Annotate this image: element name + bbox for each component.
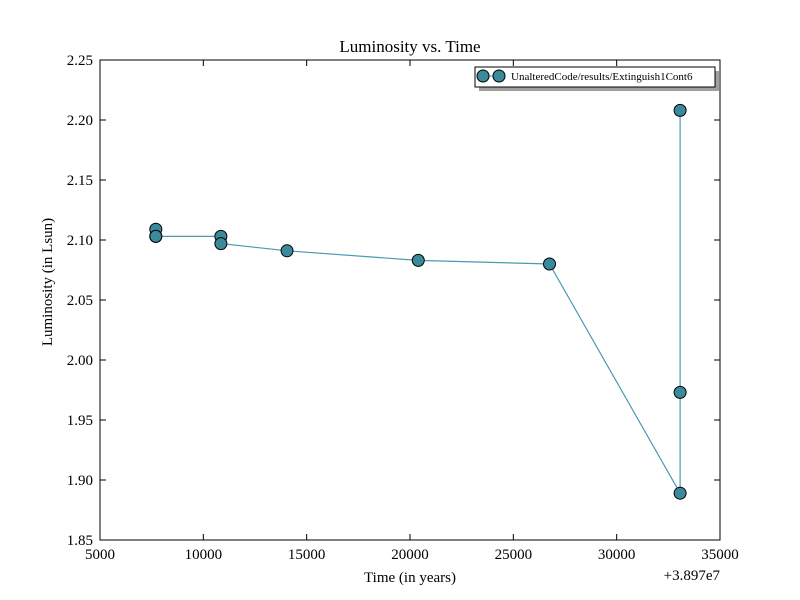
y-axis-label: Luminosity (in Lsun)	[40, 218, 56, 346]
data-point	[411, 253, 425, 267]
x-tick-label: 30000	[598, 547, 636, 563]
x-tick-label: 15000	[288, 547, 326, 563]
legend-box	[474, 66, 716, 88]
plot-area-frame	[99, 59, 721, 541]
y-tick-label: 1.95	[67, 413, 93, 429]
y-tick-label: 2.10	[67, 233, 93, 249]
y-tick-labels: 1.85 1.90 1.95 2.00 2.05 2.10 2.15 2.20 2.25	[67, 53, 93, 549]
data-point	[673, 486, 687, 500]
x-tick-labels: 5000 10000 15000 20000 25000 30000 35000	[85, 547, 739, 563]
data-point	[543, 257, 556, 271]
y-tick-label: 2.20	[67, 113, 93, 129]
data-point	[673, 103, 687, 117]
x-tick-label: 5000	[85, 547, 115, 563]
y-tick-label: 2.15	[67, 173, 93, 189]
axis-ticks	[99, 59, 721, 541]
x-tick-label: 25000	[495, 547, 533, 563]
x-tick-label: 20000	[391, 547, 429, 563]
data-point	[149, 229, 163, 243]
legend: UnalteredCode/results/Extinguish1Cont6	[474, 66, 719, 91]
y-tick-label: 1.85	[67, 533, 93, 549]
legend-marker	[492, 69, 506, 83]
legend-marker	[476, 69, 490, 83]
series-line	[155, 110, 681, 496]
y-tick-label: 2.05	[67, 293, 93, 309]
y-tick-label: 2.25	[67, 53, 93, 69]
data-point	[214, 237, 228, 251]
y-tick-label: 1.90	[67, 473, 93, 489]
y-tick-label: 2.00	[67, 353, 93, 369]
data-point	[280, 244, 294, 258]
data-point	[673, 385, 687, 399]
x-axis-offset-label: +3.897e7	[664, 568, 721, 584]
x-axis-label: Time (in years)	[364, 570, 456, 586]
legend-label: UnalteredCode/results/Extinguish1Cont6	[511, 71, 693, 83]
x-tick-label: 10000	[185, 547, 223, 563]
x-tick-label: 35000	[701, 547, 739, 563]
series-layer	[149, 103, 687, 500]
chart-title: Luminosity vs. Time	[339, 37, 480, 56]
